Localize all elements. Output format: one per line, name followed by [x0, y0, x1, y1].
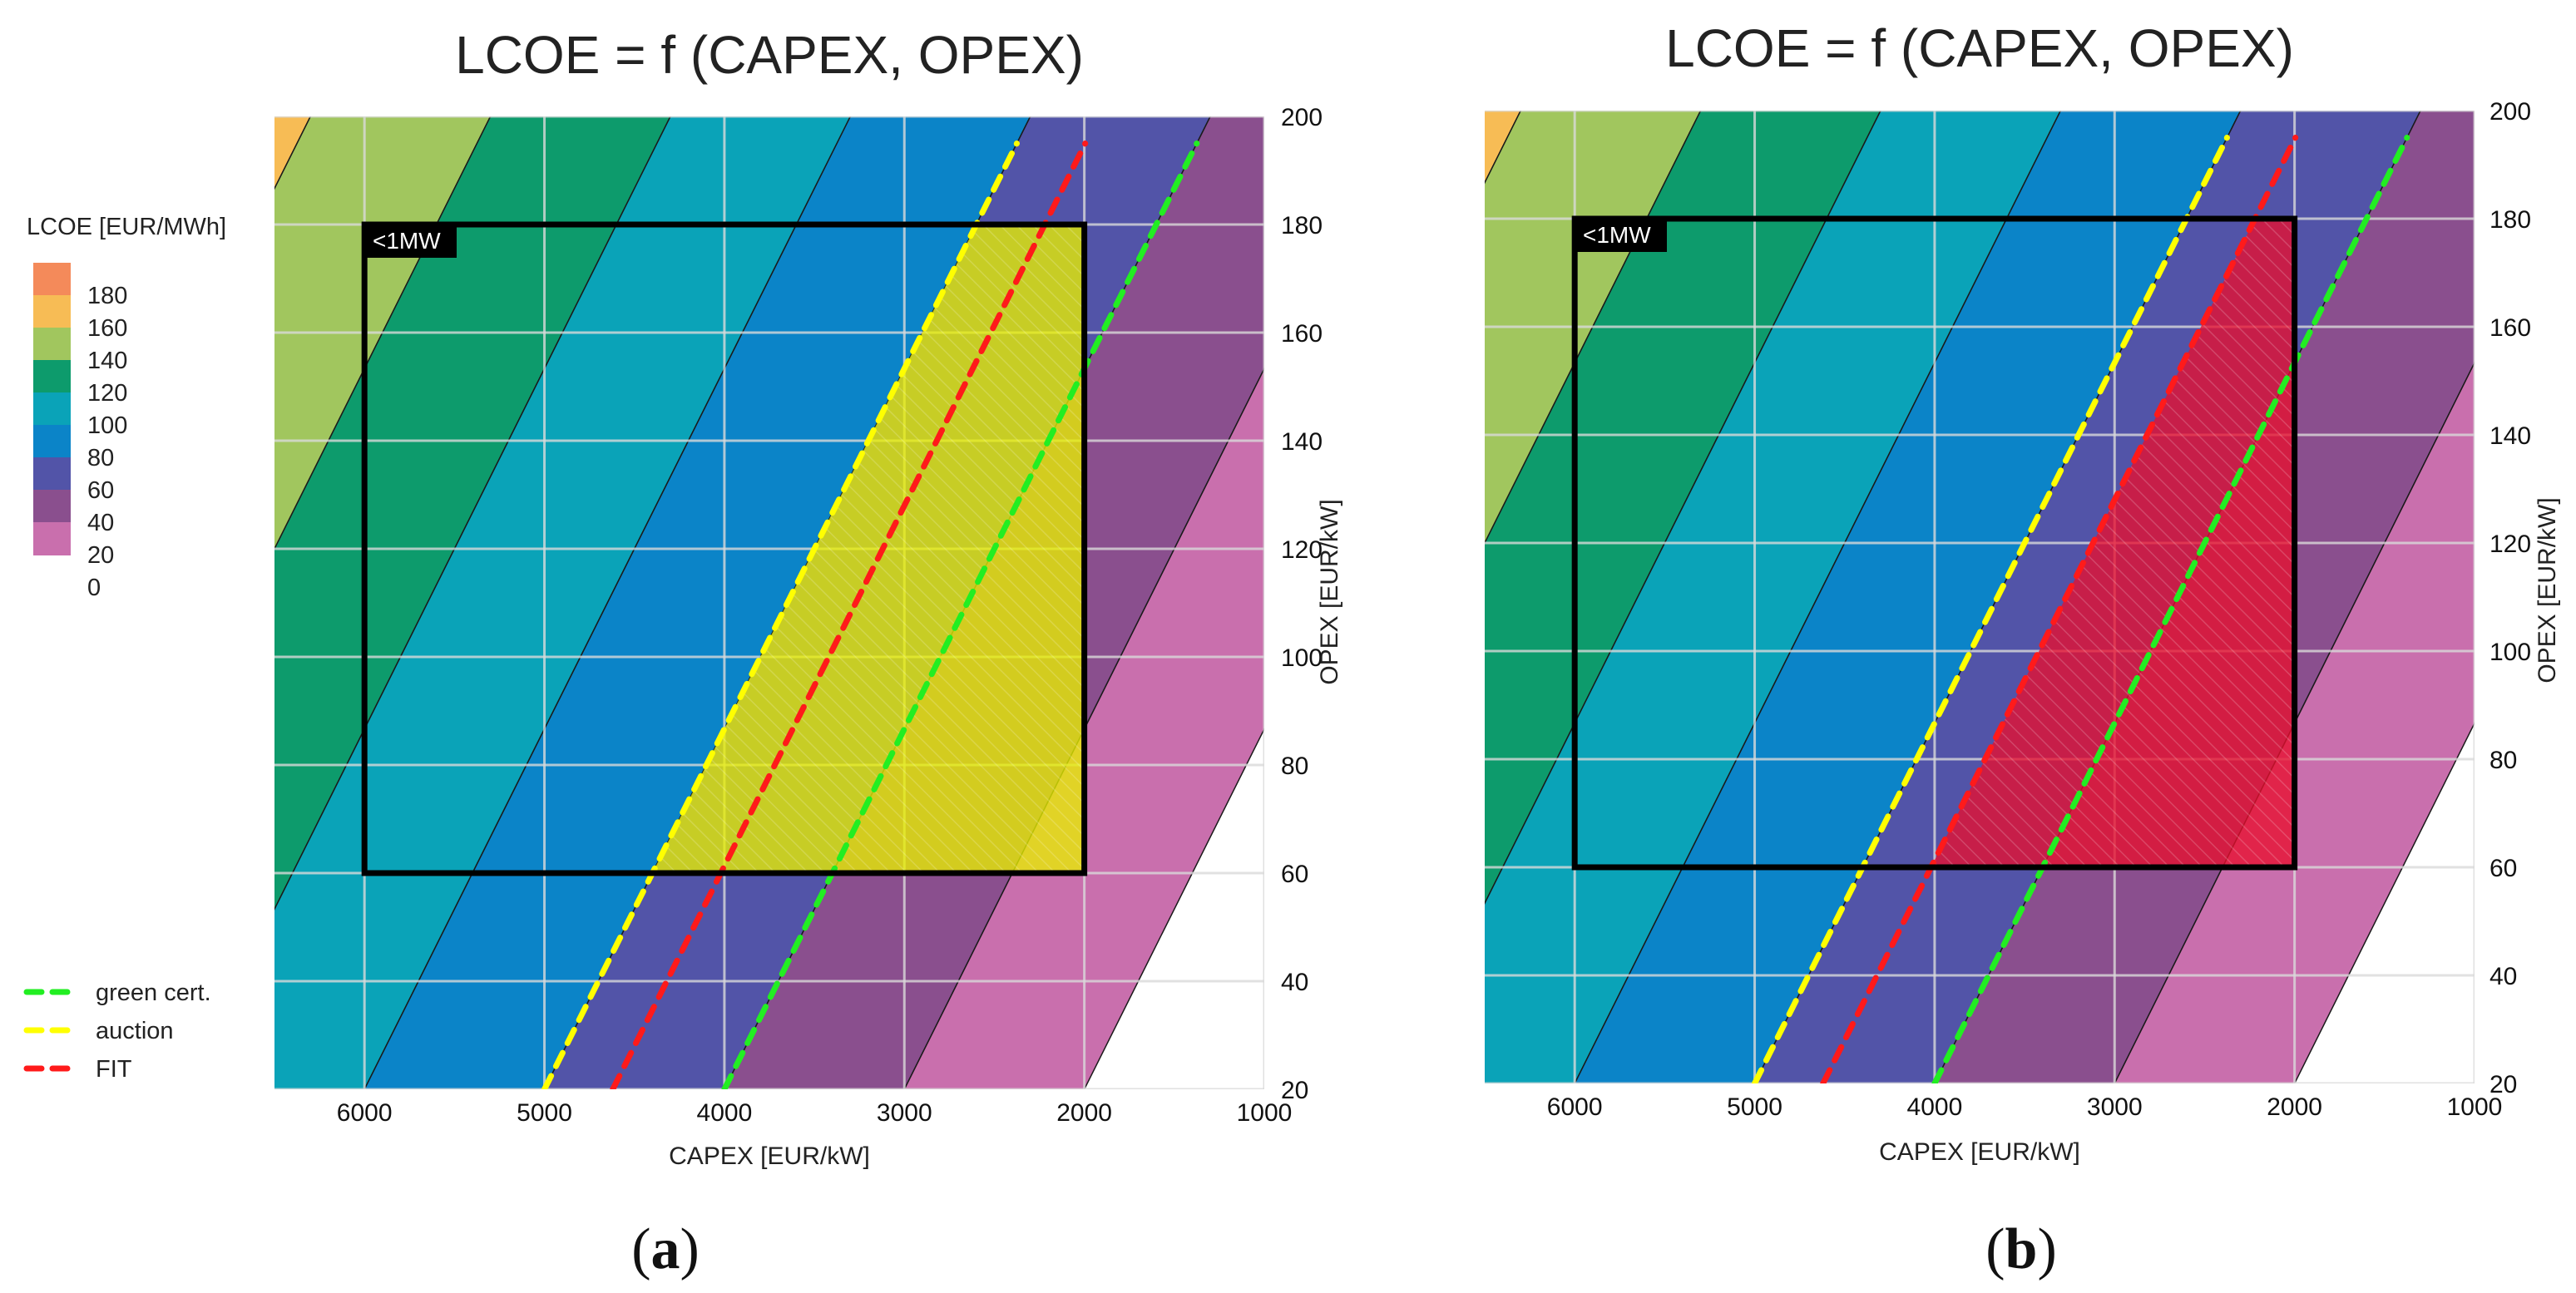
x-ticks-a: 6000 5000 4000 3000 2000 1000 [337, 1099, 1293, 1127]
panel-a: LCOE = f (CAPEX, OPEX) <1MW 6000 5000 4000… [23, 25, 1343, 1281]
auction-line-b [1752, 135, 2230, 1083]
y-tick-b-80: 80 [2489, 747, 2517, 774]
legend-swatch-4 [33, 392, 71, 426]
y-tick-a-180: 180 [1281, 212, 1323, 239]
legend-level-60: 60 [87, 477, 114, 504]
y-tick-b-200: 200 [2489, 98, 2531, 126]
panel-label-b: (b) [1985, 1217, 2057, 1281]
x-tick-a-1000: 1000 [1237, 1099, 1293, 1127]
legend-swatch-0 [33, 263, 71, 296]
y-axis-label-a: OPEX [EUR/kW] [1316, 499, 1343, 684]
plot-area-a [274, 116, 1264, 1089]
y-axis-label-b: OPEX [EUR/kW] [2534, 497, 2561, 683]
highlight-hatch-a [652, 225, 1085, 873]
contour-band-a-4 [274, 116, 852, 1089]
y-tick-a-120: 120 [1281, 536, 1323, 564]
highlight-region-a [652, 225, 1085, 873]
y-tick-b-60: 60 [2489, 855, 2517, 882]
panel-label-a: (a) [631, 1217, 700, 1281]
green-cert-line-a [721, 141, 1200, 1089]
y-tick-b-40: 40 [2489, 963, 2517, 990]
x-axis-label-a: CAPEX [EUR/kW] [669, 1142, 870, 1170]
legend-level-180: 180 [87, 283, 127, 309]
legend-level-160: 160 [87, 315, 127, 342]
legend-level-40: 40 [87, 510, 114, 536]
x-axis-label-b: CAPEX [EUR/kW] [1879, 1138, 2080, 1166]
legend-swatch-1 [33, 295, 71, 328]
y-tick-b-140: 140 [2489, 422, 2531, 450]
contour-band-b-8 [2114, 361, 2475, 1083]
legend-level-100: 100 [87, 412, 127, 439]
box-label-bg-b [1577, 217, 1667, 252]
legend-level-80: 80 [87, 445, 114, 471]
legend-swatch-6 [33, 457, 71, 491]
threshold-lines-a [541, 141, 1200, 1089]
legend-line-label-2: FIT [96, 1056, 132, 1083]
y-ticks-a: 20 40 60 80 100 120 140 160 180 200 [1281, 104, 1323, 1104]
y-tick-b-180: 180 [2489, 206, 2531, 234]
y-tick-a-200: 200 [1281, 104, 1323, 131]
contour-band-b-5 [1574, 111, 2242, 1083]
x-tick-a-4000: 4000 [697, 1099, 753, 1127]
box-label-bg-a [367, 223, 457, 258]
legend-swatch-5 [33, 425, 71, 458]
y-tick-a-40: 40 [1281, 969, 1308, 996]
plot-area-b [1485, 111, 2475, 1083]
legend-level-0: 0 [87, 575, 101, 601]
x-tick-b-3000: 3000 [2087, 1093, 2143, 1121]
x-tick-b-2000: 2000 [2267, 1093, 2322, 1121]
x-tick-b-4000: 4000 [1907, 1093, 1963, 1121]
fit-line-b [1820, 135, 2299, 1083]
y-tick-b-160: 160 [2489, 314, 2531, 342]
highlight-region-b [1931, 219, 2295, 867]
y-tick-a-80: 80 [1281, 753, 1308, 780]
x-tick-a-5000: 5000 [517, 1099, 572, 1127]
highlight-hatch-b [1931, 219, 2295, 867]
y-tick-a-60: 60 [1281, 861, 1308, 888]
legend-swatch-2 [33, 328, 71, 361]
y-tick-b-20: 20 [2489, 1071, 2517, 1098]
legend-level-20: 20 [87, 542, 114, 569]
box-1mw-a [361, 221, 1088, 876]
auction-line-a [541, 141, 1020, 1089]
legend-swatch-3 [33, 360, 71, 393]
threshold-lines-b [1752, 135, 2410, 1083]
x-ticks-b: 6000 5000 4000 3000 2000 1000 [1547, 1093, 2503, 1121]
x-tick-b-1000: 1000 [2447, 1093, 2503, 1121]
chart-title-b: LCOE = f (CAPEX, OPEX) [1665, 18, 2294, 78]
x-tick-b-5000: 5000 [1727, 1093, 1782, 1121]
legend-swatches: 180 160 140 120 100 80 60 40 20 0 [33, 263, 127, 601]
y-tick-b-100: 100 [2489, 639, 2531, 666]
panel-b: LCOE = f (CAPEX, OPEX) <1MW 6000 5000 4000… [1485, 18, 2561, 1281]
y-ticks-b: 20 40 60 80 100 120 140 160 180 200 [2489, 98, 2531, 1098]
x-tick-a-6000: 6000 [337, 1099, 393, 1127]
box-label-a: <1MW [373, 228, 441, 254]
legend-a: LCOE [EUR/MWh] 180160140120100806040200 … [23, 214, 226, 1083]
legend-title: LCOE [EUR/MWh] [27, 214, 226, 240]
contour-band-a-5 [363, 116, 1031, 1089]
y-tick-b-120: 120 [2489, 531, 2531, 558]
box-1mw-b [1571, 215, 2298, 871]
legend-level-140: 140 [87, 348, 127, 374]
legend-swatch-8 [33, 522, 71, 555]
y-tick-a-20: 20 [1281, 1077, 1308, 1104]
box-label-b: <1MW [1583, 222, 1651, 248]
legend-lines: green cert. auction FIT [23, 980, 211, 1083]
contour-band-b-4 [1485, 111, 2062, 1083]
x-tick-a-3000: 3000 [877, 1099, 932, 1127]
x-tick-b-6000: 6000 [1547, 1093, 1603, 1121]
fit-line-a [610, 141, 1089, 1089]
legend-level-120: 120 [87, 380, 127, 407]
x-tick-a-2000: 2000 [1056, 1099, 1112, 1127]
legend-line-label-0: green cert. [96, 980, 211, 1006]
chart-title-a: LCOE = f (CAPEX, OPEX) [455, 25, 1084, 85]
green-cert-line-b [1931, 135, 2410, 1083]
y-tick-a-140: 140 [1281, 428, 1323, 456]
y-tick-a-160: 160 [1281, 320, 1323, 348]
legend-line-label-1: auction [96, 1018, 174, 1044]
y-tick-a-100: 100 [1281, 644, 1323, 672]
legend-swatch-7 [33, 490, 71, 523]
